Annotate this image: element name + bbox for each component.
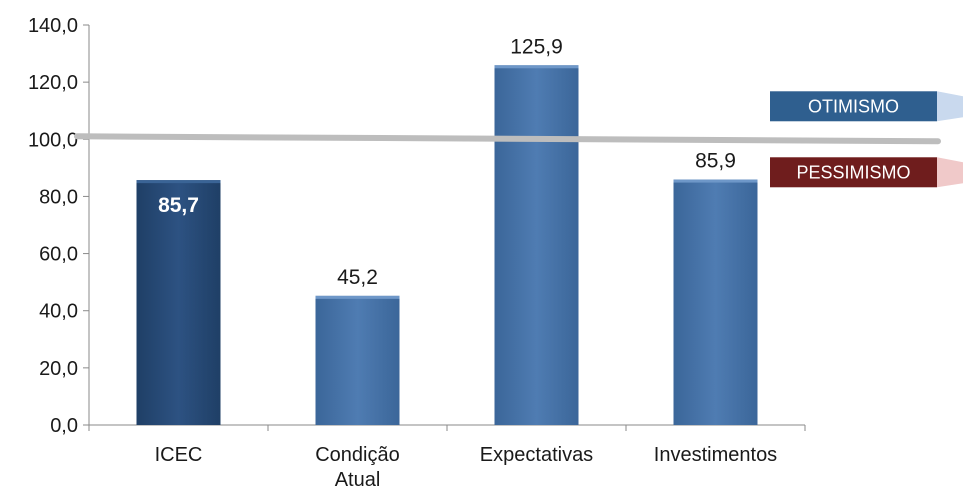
labels-group: 85,7 ICEC 45,2 Condição Atual 125,9 Expectativ… — [155, 35, 778, 491]
bar-top-edge — [315, 295, 400, 299]
bar — [136, 180, 221, 425]
band-tail — [937, 157, 963, 188]
band-label: PESSIMISMO — [796, 162, 910, 182]
bar — [494, 65, 579, 426]
reference-line-group — [74, 133, 941, 145]
y-tick-label: 120,0 — [28, 72, 78, 94]
y-tick-label: 40,0 — [39, 301, 78, 323]
y-tick-label: 60,0 — [39, 244, 78, 266]
category-label: Condição — [315, 444, 400, 466]
bar-value-label: 125,9 — [510, 35, 563, 58]
category-label: ICEC — [155, 444, 203, 466]
bar — [315, 295, 400, 425]
band-box — [770, 157, 937, 188]
bar-value-label: 45,2 — [337, 266, 378, 289]
category-label: Expectativas — [480, 444, 593, 466]
y-tick-label: 100,0 — [28, 129, 78, 151]
y-tick-label: 80,0 — [39, 186, 78, 208]
band-box — [770, 91, 937, 122]
axes: 0,0 20,0 40,0 60,0 80,0 100,0 120,0 140,0 — [28, 15, 806, 437]
bar-top-edge — [136, 180, 221, 184]
bar-top-edge — [673, 179, 758, 183]
category-label: Atual — [335, 469, 381, 491]
bar — [673, 179, 758, 425]
y-tick-label: 0,0 — [50, 415, 78, 437]
bar-value-label: 85,9 — [695, 150, 736, 173]
bar-value-label: 85,7 — [158, 194, 199, 217]
y-tick-label: 20,0 — [39, 358, 78, 380]
band-label: OTIMISMO — [808, 96, 899, 116]
reference-line — [74, 133, 941, 145]
band-tail — [937, 91, 963, 122]
bar-top-edge — [494, 65, 579, 69]
category-label: Investimentos — [654, 444, 777, 466]
bars — [136, 65, 758, 426]
bands-group: OTIMISMO PESSIMISMO — [770, 91, 963, 188]
y-tick-label: 140,0 — [28, 15, 78, 37]
